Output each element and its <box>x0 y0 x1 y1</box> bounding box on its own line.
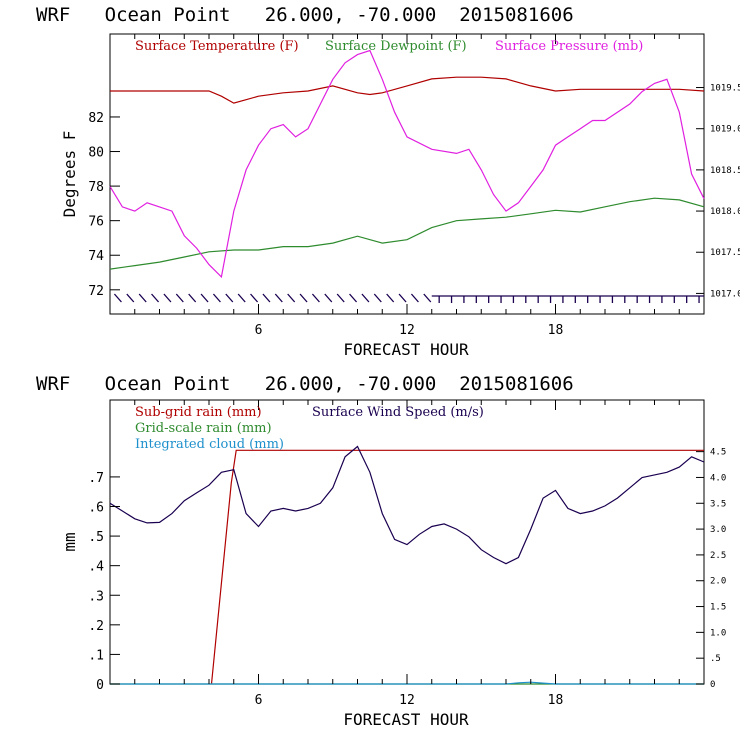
y-tick-label: 0 <box>96 678 104 693</box>
y2-tick-label: 1.5 <box>710 603 726 613</box>
series-sub-grid-rain-mm <box>210 449 704 685</box>
series-surface-temperature-f <box>110 76 705 104</box>
wind-barb <box>373 293 382 303</box>
x-tick-label: 18 <box>548 693 564 708</box>
wind-barb <box>349 293 358 303</box>
legend-integrated-cloud: Integrated cloud (mm) <box>135 437 284 452</box>
legend-surface-pressure: Surface Pressure (mb) <box>495 39 643 54</box>
wind-barb <box>250 293 259 303</box>
y2-tick-label: 2.0 <box>710 577 726 587</box>
x-tick-label: 6 <box>255 693 263 708</box>
y2-tick-label: 1018.0 <box>710 207 740 217</box>
y2-tick-label: 0 <box>710 680 715 690</box>
x-tick-label: 6 <box>255 323 263 338</box>
bottom-plot-area <box>109 445 705 685</box>
y-tick-label: 78 <box>88 180 104 195</box>
y2-tick-label: 1019.0 <box>710 125 740 135</box>
wind-barb <box>274 293 283 303</box>
series-surface-dewpoint-f <box>109 197 705 270</box>
top-title: WRF Ocean Point 26.000, -70.000 20150816… <box>36 4 574 26</box>
y2-tick-label: .5 <box>710 654 721 664</box>
wind-barb <box>311 293 320 303</box>
bottom-title: WRF Ocean Point 26.000, -70.000 20150816… <box>36 373 574 395</box>
wind-barb <box>188 293 197 303</box>
y-tick-label: .3 <box>88 589 104 604</box>
y2-tick-label: 1017.0 <box>710 289 740 299</box>
y-tick-label: 82 <box>88 111 104 126</box>
bottom-panel: WRF Ocean Point 26.000, -70.000 20150816… <box>36 373 726 729</box>
top-panel: WRF Ocean Point 26.000, -70.000 20150816… <box>36 4 740 359</box>
wind-barb <box>212 293 221 303</box>
legend-surface-wind-speed: Surface Wind Speed (m/s) <box>312 405 484 420</box>
y-tick-label: .6 <box>88 501 104 516</box>
wind-barb <box>175 293 184 303</box>
bottom-axes: 6 12 18 0 .1 .2 .3 .4 .5 .6 .7 0 .5 1.0 1.5 2.0 2.5 3.0 3.… <box>88 400 726 708</box>
top-y-axis-label: Degrees F <box>60 131 79 218</box>
y-tick-label: 76 <box>88 215 104 230</box>
top-x-axis-label: FORECAST HOUR <box>343 340 469 359</box>
wind-barb <box>386 293 395 303</box>
top-plot-frame <box>109 33 705 315</box>
y2-tick-label: 1019.5 <box>710 84 740 94</box>
y-tick-label: .1 <box>88 648 104 663</box>
y2-tick-label: 4.0 <box>710 473 726 483</box>
series-surface-pressure-mb <box>109 49 705 279</box>
y2-tick-label: 3.0 <box>710 525 726 535</box>
wind-barb <box>113 293 122 303</box>
wind-barb <box>410 293 419 303</box>
wind-barb <box>336 293 345 303</box>
wind-barb <box>138 293 147 303</box>
wind-barb <box>262 293 271 303</box>
wind-barb <box>324 293 333 303</box>
y-tick-label: .2 <box>88 619 104 634</box>
y2-tick-label: 2.5 <box>710 551 726 561</box>
x-tick-label: 12 <box>399 693 415 708</box>
series-surface-wind-speed-m-s <box>109 445 705 565</box>
y-tick-label: .7 <box>88 471 104 486</box>
y2-tick-label: 3.5 <box>710 499 726 509</box>
y-tick-label: .4 <box>88 560 104 575</box>
y-tick-label: 80 <box>88 146 104 161</box>
wind-barb <box>163 293 172 303</box>
x-tick-label: 18 <box>548 323 564 338</box>
legend-grid-scale-rain: Grid-scale rain (mm) <box>135 421 272 436</box>
bottom-y-axis-label: mm <box>60 532 79 551</box>
x-tick-label: 12 <box>399 323 415 338</box>
wind-barb <box>398 293 407 303</box>
wind-barb <box>287 293 296 303</box>
legend-surface-dewpoint: Surface Dewpoint (F) <box>325 39 467 54</box>
wind-barb <box>423 293 432 303</box>
wind-barb <box>299 293 308 303</box>
wind-barb <box>200 293 209 303</box>
y2-tick-label: 1.0 <box>710 628 726 638</box>
legend-sub-grid-rain: Sub-grid rain (mm) <box>135 405 262 420</box>
y2-tick-label: 1017.5 <box>710 248 740 258</box>
wind-barb <box>151 293 160 303</box>
top-axes: 6 12 18 72 74 76 78 80 82 1017.0 1017.5 1018.0 1018.… <box>88 34 740 338</box>
y2-tick-label: 1018.5 <box>710 166 740 176</box>
y-tick-label: .5 <box>88 530 104 545</box>
bottom-x-axis-label: FORECAST HOUR <box>343 710 469 729</box>
wind-barb <box>237 293 246 303</box>
wind-barb <box>225 293 234 303</box>
wind-barb <box>361 293 370 303</box>
top-plot-area <box>109 49 705 303</box>
y-tick-label: 74 <box>88 249 104 264</box>
y2-tick-label: 4.5 <box>710 448 726 458</box>
wind-barb <box>126 293 135 303</box>
legend-surface-temperature: Surface Temperature (F) <box>135 39 299 54</box>
y-tick-label: 72 <box>88 284 104 299</box>
